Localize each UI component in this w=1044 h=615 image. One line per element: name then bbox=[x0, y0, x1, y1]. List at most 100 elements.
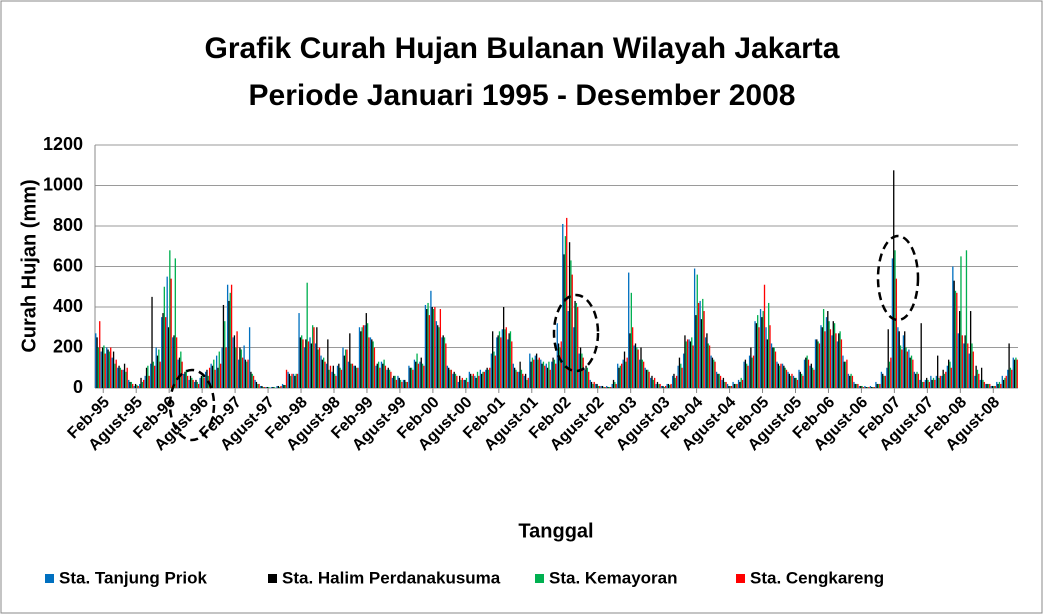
bar bbox=[710, 355, 712, 388]
bar bbox=[670, 383, 672, 388]
bar bbox=[161, 317, 163, 388]
bar bbox=[652, 379, 654, 388]
bar bbox=[535, 353, 538, 388]
annotation-ellipse bbox=[168, 368, 216, 442]
bar bbox=[111, 357, 113, 388]
bar bbox=[265, 386, 267, 388]
bar bbox=[230, 284, 233, 388]
bar bbox=[252, 375, 255, 388]
bar bbox=[344, 349, 347, 388]
bar bbox=[677, 365, 679, 388]
bar bbox=[529, 353, 531, 388]
bar bbox=[798, 369, 800, 388]
bar bbox=[796, 379, 799, 388]
bar bbox=[481, 373, 483, 388]
bar bbox=[719, 375, 722, 388]
bar bbox=[948, 359, 950, 388]
bar bbox=[592, 383, 594, 388]
bar bbox=[507, 339, 509, 388]
bar bbox=[913, 371, 916, 388]
bar bbox=[211, 365, 214, 388]
bar bbox=[979, 379, 981, 388]
bar bbox=[226, 284, 229, 388]
bar bbox=[866, 386, 869, 388]
bar bbox=[383, 359, 385, 388]
bar bbox=[369, 337, 372, 388]
bar bbox=[997, 383, 999, 388]
bar bbox=[958, 311, 961, 388]
bar bbox=[126, 367, 128, 388]
bar bbox=[439, 309, 442, 388]
bar bbox=[730, 385, 733, 388]
bar bbox=[893, 170, 895, 388]
bar bbox=[688, 339, 690, 388]
bar bbox=[500, 337, 502, 388]
bar bbox=[360, 331, 362, 388]
bar bbox=[803, 359, 806, 388]
bar bbox=[169, 250, 171, 388]
bar bbox=[172, 337, 174, 388]
annotation-ellipse bbox=[876, 234, 920, 322]
bar bbox=[968, 353, 970, 388]
bar bbox=[457, 381, 460, 388]
bar bbox=[353, 365, 355, 388]
bar bbox=[219, 363, 222, 388]
bar bbox=[467, 381, 469, 388]
bar bbox=[590, 381, 593, 388]
bar bbox=[143, 379, 145, 388]
bar bbox=[459, 375, 461, 388]
bar bbox=[851, 375, 854, 388]
bar bbox=[604, 386, 606, 388]
bar bbox=[405, 381, 407, 388]
bar bbox=[770, 343, 773, 388]
bar bbox=[254, 379, 256, 388]
bar bbox=[776, 361, 778, 388]
bar bbox=[989, 383, 991, 388]
bar bbox=[991, 385, 994, 388]
bar bbox=[1001, 375, 1003, 388]
bar bbox=[993, 385, 995, 388]
bar bbox=[850, 373, 852, 388]
bar bbox=[262, 386, 264, 388]
bar bbox=[365, 313, 367, 388]
bar bbox=[173, 335, 175, 388]
bar bbox=[338, 363, 340, 388]
bar bbox=[789, 375, 792, 388]
bar bbox=[846, 359, 848, 388]
bar bbox=[811, 367, 814, 388]
bar bbox=[233, 335, 236, 388]
bar bbox=[882, 373, 884, 388]
bar bbox=[618, 367, 620, 388]
bar bbox=[438, 327, 440, 388]
bar bbox=[920, 323, 922, 388]
bar bbox=[208, 367, 211, 388]
bar bbox=[448, 367, 450, 388]
bar bbox=[202, 373, 204, 388]
annotation-ellipse bbox=[552, 293, 600, 373]
bar bbox=[361, 327, 363, 388]
bar bbox=[748, 355, 751, 388]
bar bbox=[366, 323, 369, 388]
bar bbox=[667, 383, 670, 388]
bar bbox=[196, 381, 198, 388]
bar bbox=[235, 347, 237, 388]
bar bbox=[144, 375, 146, 388]
bar bbox=[835, 333, 837, 388]
bar bbox=[434, 307, 436, 388]
bar bbox=[430, 290, 432, 388]
bar bbox=[965, 250, 968, 388]
bar bbox=[963, 343, 965, 388]
bar bbox=[795, 377, 797, 388]
bar bbox=[919, 379, 921, 388]
bar bbox=[838, 333, 840, 388]
legend-label: Sta. Cengkareng bbox=[750, 568, 884, 587]
bar bbox=[877, 383, 880, 388]
bar bbox=[622, 359, 624, 388]
bar bbox=[237, 359, 240, 388]
bar bbox=[410, 367, 413, 388]
bar bbox=[526, 379, 528, 388]
bar bbox=[943, 373, 946, 388]
bar bbox=[460, 379, 462, 388]
bar bbox=[402, 379, 405, 388]
bar bbox=[384, 365, 387, 388]
